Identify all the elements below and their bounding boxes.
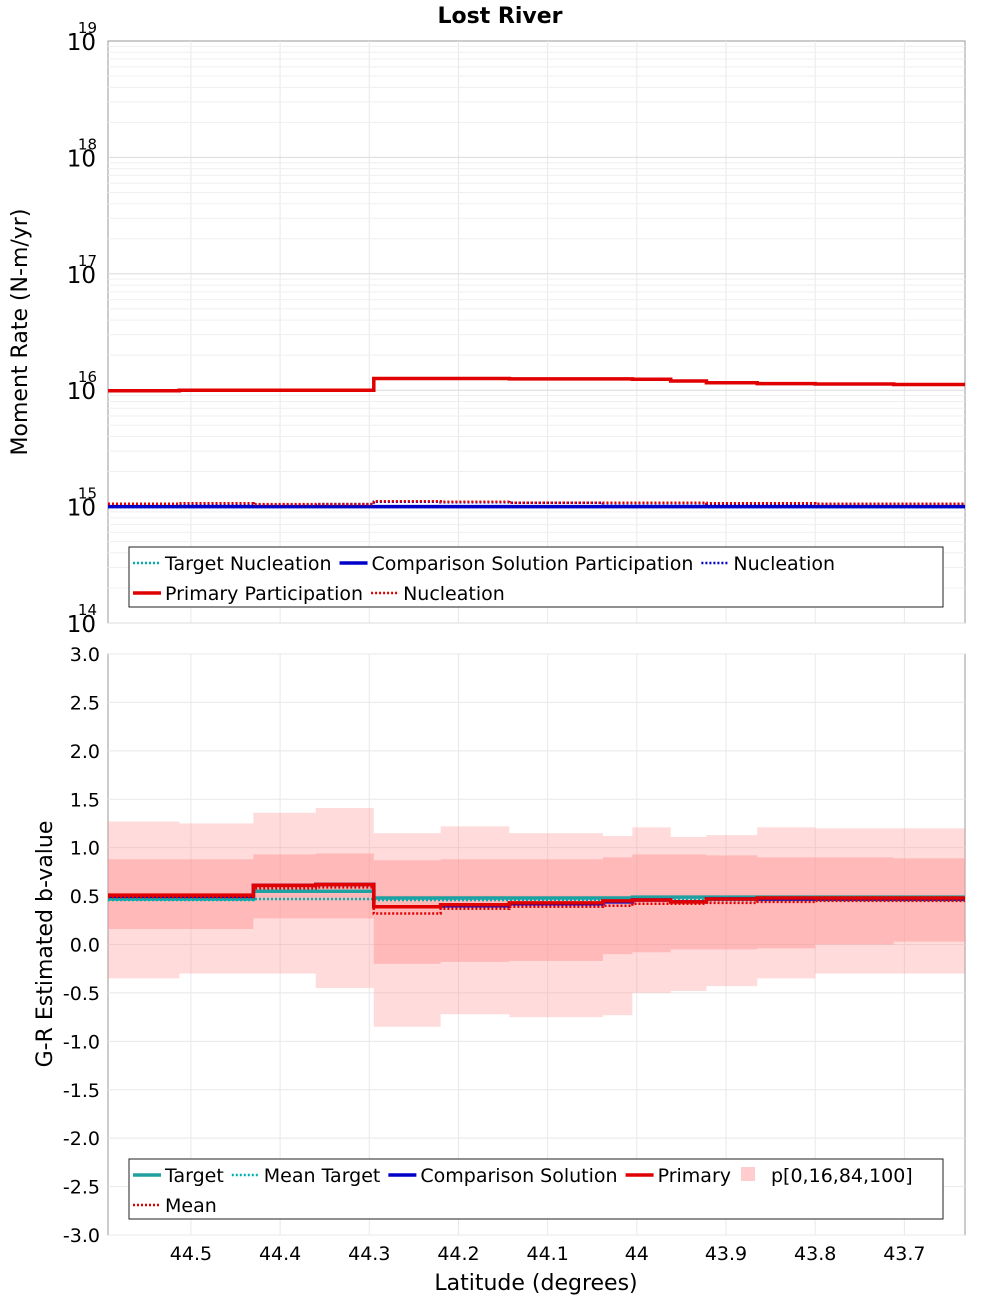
x-tick-label: 44.1 bbox=[526, 1243, 568, 1265]
chart-title: Lost River bbox=[438, 4, 563, 29]
series-line bbox=[108, 886, 965, 915]
b-value-series bbox=[108, 882, 965, 915]
legend-label: Target Nucleation bbox=[164, 553, 332, 575]
x-tick-label: 44.2 bbox=[437, 1243, 479, 1265]
y-tick-label: -2.5 bbox=[63, 1177, 100, 1199]
band-p16-p84 bbox=[509, 859, 603, 961]
legend-item: Target Nucleation bbox=[133, 553, 332, 575]
band-p0-p100 bbox=[602, 836, 633, 1016]
y-tick-label: 0.5 bbox=[70, 886, 100, 908]
y-tick-label: -1.5 bbox=[63, 1080, 100, 1102]
y-tick-label: -2.0 bbox=[63, 1128, 100, 1150]
legend-label: Mean bbox=[165, 1195, 217, 1217]
legend-item: Nucleation bbox=[371, 583, 505, 605]
x-axis-label: Latitude (degrees) bbox=[434, 1271, 637, 1296]
y-tick-label: 1.0 bbox=[70, 838, 100, 860]
y-tick-exponent: 15 bbox=[78, 485, 97, 503]
band-p0-p100 bbox=[440, 826, 510, 1015]
y-tick-label: -1.0 bbox=[63, 1031, 100, 1053]
band-p16-p84 bbox=[440, 859, 510, 962]
y-tick-base: 10 bbox=[67, 496, 96, 522]
band-p16-p84 bbox=[373, 860, 441, 964]
band-p0-p100 bbox=[670, 837, 707, 991]
b-value-y-ticks: -3.0 -2.5 -2.0 -1.5 -1.0 -0.5 0.0 0.5 1.0 1.5 2.0 2… bbox=[63, 644, 100, 1247]
y-tick-base: 10 bbox=[67, 612, 96, 638]
b-value-legend: Target Mean Target Comparison Solution Prim… bbox=[128, 1158, 944, 1220]
y-tick-label: 3.0 bbox=[70, 644, 100, 666]
legend-item: Nucleation bbox=[701, 553, 835, 575]
legend-item: Mean bbox=[133, 1195, 217, 1217]
legend-label: Comparison Solution Participation bbox=[372, 553, 694, 575]
y-tick-base: 10 bbox=[67, 263, 96, 289]
moment-rate-series bbox=[108, 376, 965, 509]
legend-item: Comparison Solution bbox=[388, 1165, 618, 1187]
series-line bbox=[108, 882, 965, 909]
y-tick-label: 2.5 bbox=[70, 692, 100, 714]
legend-item: Primary Participation bbox=[133, 583, 363, 605]
series-line bbox=[108, 500, 965, 506]
y-tick-exponent: 14 bbox=[78, 601, 97, 619]
b-value-panel: -3.0 -2.5 -2.0 -1.5 -1.0 -0.5 0.0 0.5 1.0 1.5 2.0 2… bbox=[33, 644, 966, 1247]
legend-label: Primary bbox=[658, 1165, 731, 1187]
legend-item: Primary bbox=[625, 1165, 731, 1187]
y-tick-exponent: 18 bbox=[78, 135, 97, 153]
x-tick-label: 43.8 bbox=[794, 1243, 836, 1265]
legend-item: p[0,16,84,100] bbox=[741, 1165, 913, 1187]
legend-label: Mean Target bbox=[264, 1165, 381, 1187]
legend-label: Nucleation bbox=[403, 583, 505, 605]
y-tick-base: 10 bbox=[67, 146, 96, 172]
moment-rate-legend-box bbox=[128, 546, 944, 608]
y-tick-base: 10 bbox=[67, 379, 96, 405]
x-tick-label: 44.4 bbox=[259, 1243, 301, 1265]
band-p0-p100 bbox=[706, 835, 758, 987]
legend-label: p[0,16,84,100] bbox=[771, 1165, 913, 1187]
y-tick-label: 2.0 bbox=[70, 741, 100, 763]
band-p0-p100 bbox=[373, 833, 441, 1027]
x-tick-label: 43.7 bbox=[883, 1243, 925, 1265]
legend-item: Mean Target bbox=[231, 1165, 381, 1187]
moment-rate-plot-area bbox=[107, 40, 966, 624]
legend-item: Comparison Solution Participation bbox=[339, 553, 694, 575]
band-p0-p100 bbox=[509, 833, 603, 1018]
band-p0-p100 bbox=[632, 827, 671, 993]
y-tick-exponent: 16 bbox=[78, 368, 97, 386]
y-tick-exponent: 17 bbox=[78, 252, 97, 270]
x-tick-label: 44.5 bbox=[170, 1243, 212, 1265]
legend-label: Primary Participation bbox=[165, 583, 363, 605]
x-axis-ticks: 44.5 44.4 44.3 44.2 44.1 44 43.9 43.8 43.7 bbox=[170, 1243, 926, 1265]
y-tick-label: 0.0 bbox=[70, 935, 100, 957]
moment-rate-y-axis-label: Moment Rate (N-m/yr) bbox=[8, 209, 33, 456]
y-tick-label: -0.5 bbox=[63, 983, 100, 1005]
x-tick-label: 44 bbox=[625, 1243, 649, 1265]
legend-label: Nucleation bbox=[733, 553, 835, 575]
band-p0-p100 bbox=[253, 812, 316, 974]
legend-label: Target bbox=[164, 1165, 224, 1187]
x-tick-label: 43.9 bbox=[705, 1243, 747, 1265]
y-tick-base: 10 bbox=[67, 30, 96, 56]
legend-label: Comparison Solution bbox=[420, 1165, 617, 1187]
y-tick-label: -3.0 bbox=[63, 1225, 100, 1247]
y-tick-label: 1.5 bbox=[70, 789, 100, 811]
y-tick-exponent: 19 bbox=[78, 19, 97, 37]
series-line bbox=[108, 897, 965, 902]
b-value-y-axis-label: G-R Estimated b-value bbox=[33, 821, 58, 1068]
x-tick-label: 44.3 bbox=[348, 1243, 390, 1265]
legend-swatch bbox=[741, 1167, 755, 1181]
series-line bbox=[108, 376, 965, 393]
legend-item: Target bbox=[133, 1165, 224, 1187]
moment-rate-legend: Target Nucleation Comparison Solution Par… bbox=[128, 546, 944, 608]
b-value-legend-box bbox=[128, 1158, 944, 1220]
